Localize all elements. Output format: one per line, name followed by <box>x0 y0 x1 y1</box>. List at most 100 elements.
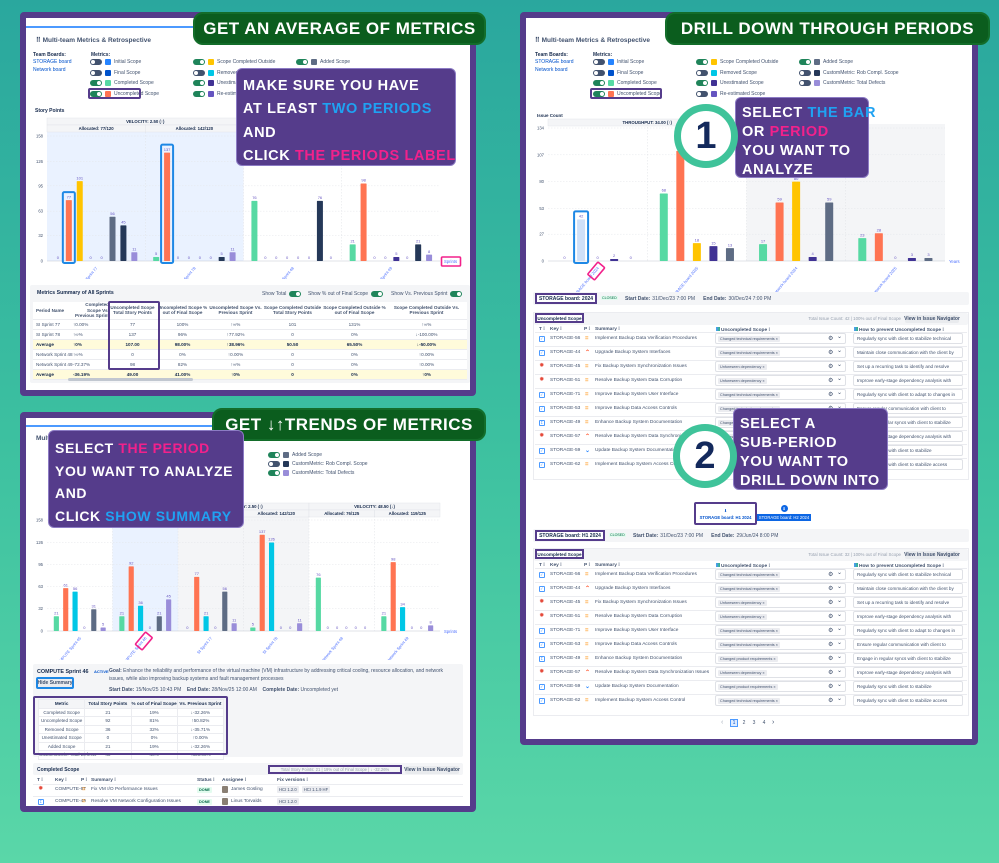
metric-toggle-custommetric-rob-compl-scope[interactable]: CustomMetric: Rob Compl. Scope <box>799 69 899 76</box>
chevron-down-icon[interactable]: ⌄ <box>837 696 843 702</box>
gear-icon[interactable]: ⚙ <box>828 586 834 592</box>
toggle-switch[interactable] <box>90 69 102 76</box>
toggle-switch[interactable] <box>268 461 280 467</box>
prevention-textarea[interactable]: Improve early-stage dependency analysis … <box>853 667 963 678</box>
gear-icon[interactable]: ⚙ <box>828 614 834 620</box>
issue-summary-link[interactable]: Enhance Backup System Documentation <box>595 420 683 425</box>
toggle-switch[interactable] <box>696 80 708 86</box>
metric-toggle-initial-scope[interactable]: Initial Scope <box>90 59 141 65</box>
previous-page-button[interactable]: ‹ <box>721 719 724 726</box>
chevron-down-icon[interactable]: ⌄ <box>837 570 843 576</box>
issue-summary-link[interactable]: Implement Backup System Access Control <box>595 462 686 467</box>
issue-key-link[interactable]: STORAGE-45 <box>550 600 581 605</box>
view-in-issue-navigator-button[interactable]: View in Issue Navigator <box>904 315 960 323</box>
issue-key-link[interactable]: STORAGE-49 <box>550 420 581 425</box>
uncompleted-reason-select[interactable]: Changed technical requirements ✕ ⚙⌄ <box>715 625 846 636</box>
uncompleted-reason-select[interactable]: Changed product requirements ✕ ⚙⌄ <box>715 653 846 664</box>
remove-chip-icon[interactable]: ✕ <box>772 657 776 661</box>
uncompleted-reason-select[interactable]: Changed technical requirements ✕ ⚙⌄ <box>715 569 846 580</box>
toggle-switch[interactable] <box>593 69 605 76</box>
issue-key-link[interactable]: STORAGE-53 <box>550 642 581 647</box>
prevention-textarea[interactable]: Regularly sync with client to stabilize … <box>853 695 963 706</box>
gear-icon[interactable]: ⚙ <box>828 378 834 384</box>
issue-summary-link[interactable]: Enhance Backup System Documentation <box>595 656 683 661</box>
gear-icon[interactable]: ⚙ <box>828 350 834 356</box>
uncompleted-reason-select[interactable]: Unforeseen dependency ✕ ⚙⌄ <box>715 667 846 678</box>
remove-chip-icon[interactable]: ✕ <box>761 365 765 369</box>
prevention-textarea[interactable]: Regularly sync with client to adapt to c… <box>853 389 963 400</box>
metric-toggle-final-scope[interactable]: Final Scope <box>593 69 643 76</box>
prevention-textarea[interactable]: Regularly sync with client to stabilize <box>853 681 963 692</box>
uncompleted-reason-select[interactable]: Changed technical requirements ✕ ⚙⌄ <box>715 695 846 706</box>
toggle-switch[interactable] <box>593 90 605 97</box>
uncompleted-reason-select[interactable]: Changed technical requirements ✕ ⚙⌄ <box>715 389 846 400</box>
metric-toggle-custommetric-rob-compl-scope[interactable]: CustomMetric: Rob Compl. Scope <box>268 461 368 467</box>
issue-summary-link[interactable]: Resolve Backup System Data Corruption <box>595 614 683 619</box>
team-board-link[interactable]: Network board <box>33 67 66 73</box>
subperiod-h1[interactable]: ⬇ STORAGE board: H1 2024 <box>694 502 757 525</box>
prevention-textarea[interactable]: Improve early-stage dependency analysis … <box>853 375 963 386</box>
summary-toggle-show-total[interactable]: Show Total <box>262 291 302 297</box>
chevron-down-icon[interactable]: ⌄ <box>837 404 843 410</box>
toggle-switch[interactable] <box>371 291 384 297</box>
gear-icon[interactable]: ⚙ <box>828 600 834 606</box>
issue-key-link[interactable]: STORAGE-51 <box>550 614 581 619</box>
issue-key-link[interactable]: STORAGE-57 <box>550 670 581 675</box>
page-button[interactable]: 2 <box>742 720 746 726</box>
issue-summary-link[interactable]: Implement Backup Data Verification Proce… <box>595 572 697 577</box>
issue-key-link[interactable]: STORAGE-45 <box>550 364 581 369</box>
view-in-issue-navigator-button[interactable]: View in Issue Navigator <box>404 766 460 774</box>
view-in-issue-navigator-button[interactable]: View in Issue Navigator <box>904 551 960 559</box>
issue-summary-link[interactable]: Resolve Backup System Data Corruption <box>595 378 683 383</box>
issue-summary-link[interactable]: Resolve VM Network Configuration Issues <box>91 799 181 804</box>
metric-toggle-unestimated-scope[interactable]: Unestimated Scope <box>696 80 764 86</box>
issue-summary-link[interactable]: Implement Backup Data Verification Proce… <box>595 336 697 341</box>
remove-chip-icon[interactable]: ✕ <box>774 699 779 703</box>
toggle-switch[interactable] <box>90 90 102 97</box>
hide-summary-button[interactable]: Hide Summary <box>36 677 74 689</box>
remove-chip-icon[interactable]: ✕ <box>761 379 765 383</box>
subperiod-h2[interactable]: ⬇ STORAGE board: H2 2024 <box>756 505 812 525</box>
metric-toggle-completed-scope[interactable]: Completed Scope <box>593 80 657 86</box>
metric-toggle-custommetric-total-defects[interactable]: CustomMetric: Total Defects <box>268 470 354 476</box>
issue-summary-link[interactable]: Improve Backup System User Interface <box>595 628 679 633</box>
uncompleted-reason-select[interactable]: Changed technical requirements ✕ ⚙⌄ <box>715 583 846 594</box>
metric-toggle-added-scope[interactable]: Added Scope <box>799 59 853 65</box>
toggle-switch[interactable] <box>450 291 463 297</box>
page-button[interactable]: 3 <box>752 720 756 726</box>
uncompleted-reason-select[interactable]: Unforeseen dependency ✕ ⚙⌄ <box>715 375 846 386</box>
issue-key-link[interactable]: STORAGE-44 <box>550 586 581 591</box>
issue-summary-link[interactable]: Update Backup System Documentation <box>595 448 679 453</box>
issue-summary-link[interactable]: Upgrade Backup System Interfaces <box>595 586 671 591</box>
gear-icon[interactable]: ⚙ <box>828 572 834 578</box>
chevron-down-icon[interactable]: ⌄ <box>837 598 843 604</box>
team-board-link[interactable]: Network board <box>535 67 568 73</box>
chevron-down-icon[interactable]: ⌄ <box>837 362 843 368</box>
toggle-switch[interactable] <box>799 69 811 76</box>
metric-toggle-removed-scope[interactable]: Removed Scope <box>696 69 757 76</box>
toggle-switch[interactable] <box>799 59 811 65</box>
remove-chip-icon[interactable]: ✕ <box>774 629 779 633</box>
toggle-switch[interactable] <box>193 69 205 76</box>
drag-handle-icon[interactable]: ⠿ <box>535 37 542 44</box>
toggle-switch[interactable] <box>268 452 280 458</box>
toggle-switch[interactable] <box>90 59 102 65</box>
remove-chip-icon[interactable]: ✕ <box>761 601 765 605</box>
chevron-down-icon[interactable]: ⌄ <box>837 390 843 396</box>
uncompleted-reason-select[interactable]: Changed product requirements ✕ ⚙⌄ <box>715 681 846 692</box>
prevention-textarea[interactable]: Engage in regular syncs with client to s… <box>853 653 963 664</box>
metric-toggle-initial-scope[interactable]: Initial Scope <box>593 59 644 65</box>
metric-toggle-uncompleted-scope[interactable]: Uncompleted Scope <box>90 90 159 97</box>
page-button[interactable]: 1 <box>730 719 738 727</box>
issue-key-link[interactable]: STORAGE-59 <box>550 448 581 453</box>
metric-toggle-added-scope[interactable]: Added Scope <box>296 59 350 65</box>
issue-key-link[interactable]: STORAGE-51 <box>550 378 581 383</box>
metric-toggle-removed-scope[interactable]: Removed Scope <box>193 69 254 76</box>
prevention-textarea[interactable]: Maintain close communication with the cl… <box>853 347 963 358</box>
issue-key-link[interactable]: STORAGE-62 <box>550 698 581 703</box>
remove-chip-icon[interactable]: ✕ <box>774 643 779 647</box>
issue-key-link[interactable]: COMPUTE-67 <box>55 787 86 792</box>
issue-key-link[interactable]: COMPUTE-49 <box>55 799 86 804</box>
prevention-textarea[interactable]: Regularly sync with client to stabilize … <box>853 569 963 580</box>
metric-toggle-added-scope[interactable]: Added Scope <box>268 452 322 458</box>
